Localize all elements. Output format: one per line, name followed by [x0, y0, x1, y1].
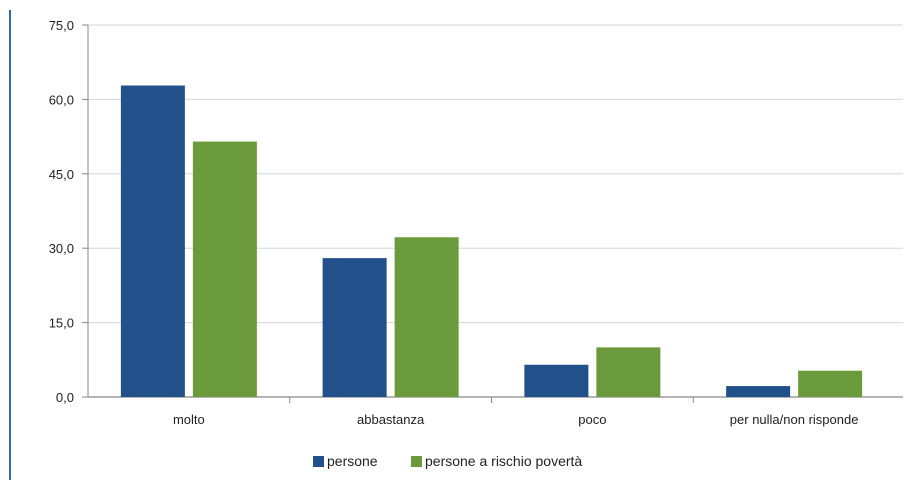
bar-persone [726, 386, 791, 397]
bar-persone-rischio-poverta [192, 141, 257, 397]
x-tick-label: poco [578, 412, 606, 427]
legend-swatch [411, 456, 422, 467]
bar-persone-rischio-poverta [596, 347, 661, 397]
bar-persone [120, 85, 185, 398]
x-tick-label: molto [173, 412, 205, 427]
legend-swatch [313, 456, 324, 467]
chart-border [9, 10, 913, 480]
y-tick-label: 30,0 [49, 241, 74, 256]
x-axis: molto abbastanza poco per nulla/non rispond… [173, 397, 858, 427]
legend-label: persone [327, 453, 378, 469]
y-tick-label: 15,0 [49, 316, 74, 331]
x-tick-label: per nulla/non risponde [730, 412, 859, 427]
y-tick-label: 0,0 [56, 390, 74, 405]
bar-persone-rischio-poverta [798, 370, 863, 397]
y-tick-label: 45,0 [49, 167, 74, 182]
legend-label: persone a rischio povertà [425, 453, 582, 469]
legend: persone persone a rischio povertà [313, 453, 582, 469]
y-tick-label: 75,0 [49, 18, 74, 33]
x-tick-label: abbastanza [357, 412, 425, 427]
bar-persone [524, 364, 589, 397]
bar-persone [322, 258, 387, 397]
y-tick-label: 60,0 [49, 92, 74, 107]
y-axis: 0,0 15,0 30,0 45,0 60,0 75,0 [49, 18, 89, 405]
bar-persone-rischio-poverta [394, 237, 459, 397]
bars [120, 85, 863, 398]
